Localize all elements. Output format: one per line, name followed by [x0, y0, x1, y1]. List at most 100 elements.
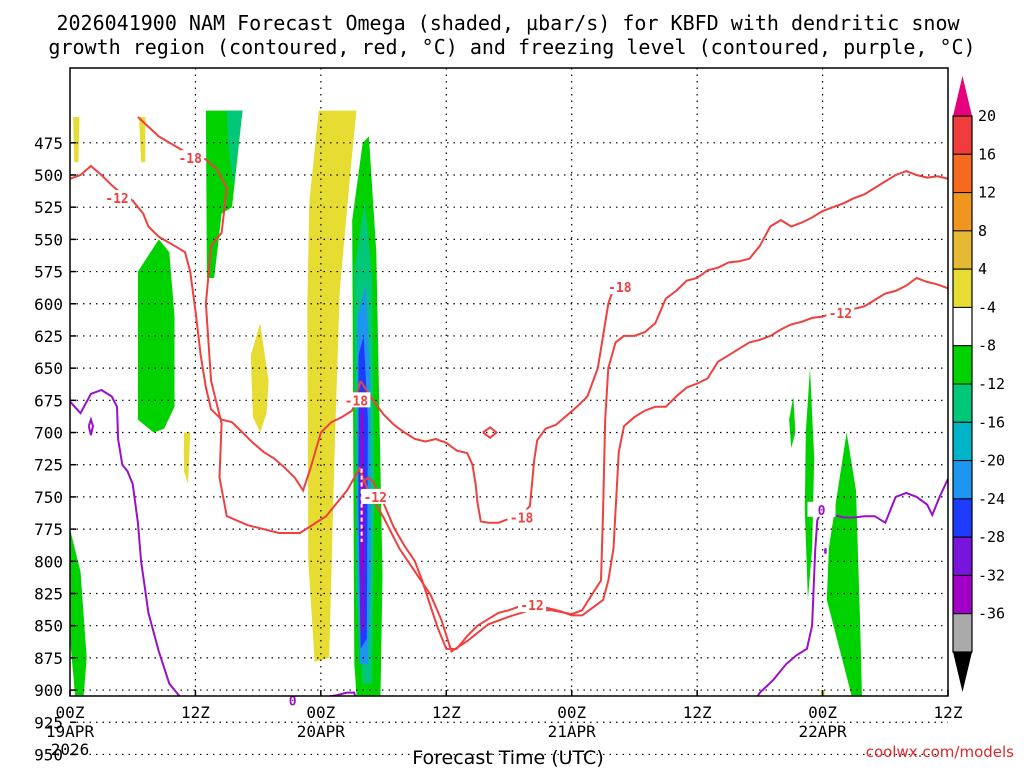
x-tick-date: 22APR — [798, 722, 847, 741]
x-tick-year: 2026 — [51, 740, 90, 759]
dgz-contour-label-bg — [361, 488, 390, 504]
colorbar-tick-label: 16 — [978, 145, 996, 163]
y-tick-label: 525 — [34, 198, 63, 217]
colorbar-over-arrow — [953, 76, 972, 116]
dgz-contour-small — [482, 426, 499, 439]
colorbar-tick-label: -24 — [978, 490, 1005, 508]
y-tick-label: 575 — [34, 263, 63, 282]
x-tick-label: 12Z — [934, 703, 963, 722]
freezing-contour — [70, 388, 356, 696]
colorbar-tick-label: -16 — [978, 413, 1005, 431]
colorbar-tick-label: -4 — [978, 298, 996, 316]
x-tick-label: 00Z — [557, 703, 586, 722]
y-tick-label: 825 — [34, 584, 63, 603]
omega-region — [73, 117, 80, 163]
dgz-contour — [137, 116, 948, 653]
colorbar-swatch — [952, 345, 973, 385]
x-tick-label: 12Z — [683, 703, 712, 722]
y-tick-label: 750 — [34, 488, 63, 507]
colorbar-swatch — [952, 230, 973, 270]
y-tick-label: 800 — [34, 552, 63, 571]
omega-region — [250, 323, 269, 433]
colorbar-tick-label: -28 — [978, 528, 1005, 546]
colorbar-swatch — [952, 536, 973, 576]
colorbar-swatch — [952, 192, 973, 232]
dgz-contour-label: -12 — [105, 192, 128, 207]
freezing-contour-label-bg — [807, 501, 836, 517]
dgz-contour-label: -18 — [345, 394, 369, 409]
y-tick-label: 600 — [34, 295, 63, 314]
dgz-contour-label-bg — [103, 190, 132, 206]
colorbar-swatch — [952, 153, 973, 194]
colorbar-swatch — [952, 613, 973, 653]
dgz-contour-label-bg — [176, 150, 205, 166]
chart-title-line2: growth region (contoured, red, °C) and f… — [48, 35, 975, 59]
dgz-contour-label-bg — [826, 304, 855, 320]
colorbar-swatch — [952, 115, 973, 155]
dgz-contour-label: -12 — [520, 599, 543, 614]
colorbar-swatch — [952, 460, 973, 500]
y-tick-label: 675 — [34, 391, 63, 410]
x-tick-date: 21APR — [548, 722, 597, 741]
omega-shading-layer — [70, 110, 862, 696]
y-tick-label: 775 — [34, 520, 63, 539]
colorbar-swatch — [952, 498, 973, 538]
y-tick-label: 725 — [34, 456, 63, 475]
dgz-contour-label: -12 — [829, 307, 852, 322]
colorbar-swatch — [952, 574, 973, 615]
colorbar-frame — [952, 115, 973, 653]
colorbar-tick-label: -8 — [978, 337, 996, 355]
freezing-contour — [823, 548, 827, 554]
y-tick-label: 875 — [34, 649, 63, 668]
dgz-contour-label: -18 — [608, 281, 632, 296]
dgz-contour-label-bg — [342, 392, 371, 408]
x-tick-label: 12Z — [432, 703, 461, 722]
omega-region — [137, 239, 175, 433]
dgz-contour-label: -12 — [363, 491, 386, 506]
colorbar-swatch — [952, 421, 973, 462]
x-tick-label: 00Z — [808, 703, 837, 722]
y-tick-label: 900 — [34, 681, 63, 700]
y-tick-label: 700 — [34, 424, 63, 443]
freezing-contour-label: 0 — [289, 694, 297, 709]
plot-frame — [69, 67, 949, 697]
colorbar-swatch — [952, 383, 973, 423]
x-tick-label: 00Z — [306, 703, 335, 722]
dgz-contour-label-bg — [517, 597, 546, 613]
dgz-contour-label: -18 — [178, 152, 202, 167]
y-tick-label: 850 — [34, 617, 63, 636]
colorbar-swatch — [952, 306, 973, 347]
colorbar-tick-label: 20 — [978, 107, 996, 125]
y-tick-label: 950 — [34, 745, 63, 764]
chart-title-line1: 2026041900 NAM Forecast Omega (shaded, µ… — [56, 11, 960, 35]
x-axis-label: Forecast Time (UTC) — [412, 747, 603, 768]
omega-region — [804, 368, 815, 600]
colorbar-tick-label: 8 — [978, 222, 987, 240]
colorbar-swatch — [952, 268, 973, 308]
omega-region — [226, 110, 243, 188]
x-tick-label: 12Z — [181, 703, 210, 722]
y-tick-label: 925 — [34, 713, 63, 732]
dgz-contour-label-bg — [507, 509, 536, 525]
colorbar-tick-label: -12 — [978, 375, 1005, 393]
omega-region — [789, 396, 796, 448]
colorbar-tick-label: -32 — [978, 566, 1005, 584]
omega-region — [183, 432, 191, 484]
y-tick-label: 500 — [34, 166, 63, 185]
freezing-contour-label: 0 — [818, 504, 826, 519]
y-tick-label: 650 — [34, 359, 63, 378]
x-tick-date: 20APR — [297, 722, 346, 741]
omega-region — [70, 529, 87, 696]
y-axis: 475 500 525 550 575 600 625 650 675 700 725 750 775 8… — [34, 134, 76, 764]
y-tick-label: 625 — [34, 327, 63, 346]
x-tick-label: 00Z — [56, 703, 85, 722]
credit-text: coolwx.com/models — [866, 743, 1014, 761]
colorbar-under-arrow — [953, 652, 972, 692]
grid-layer — [70, 68, 948, 756]
dgz-contour — [359, 287, 615, 524]
dgz-contour-label-bg — [605, 279, 634, 295]
y-tick-label: 475 — [34, 134, 63, 153]
omega-region — [139, 117, 146, 163]
colorbar-tick-label: 4 — [978, 260, 987, 278]
